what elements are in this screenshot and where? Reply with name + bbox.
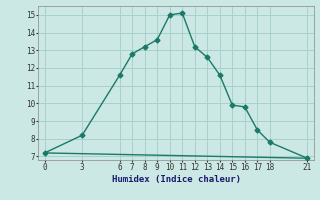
X-axis label: Humidex (Indice chaleur): Humidex (Indice chaleur): [111, 175, 241, 184]
